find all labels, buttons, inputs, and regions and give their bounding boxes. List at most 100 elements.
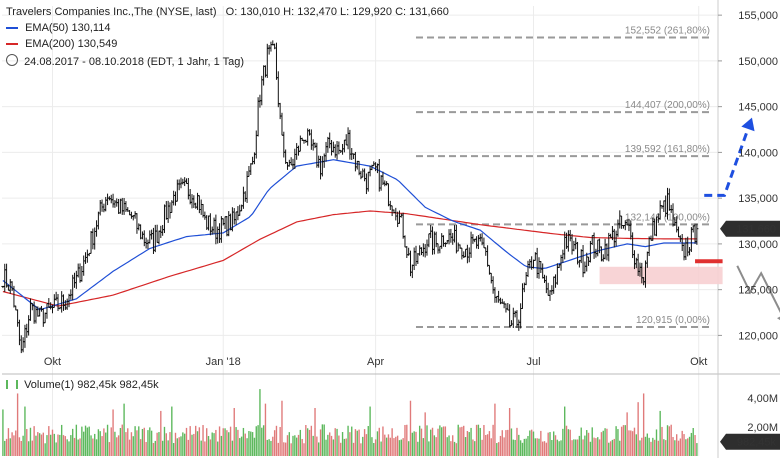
volume-bar [547, 432, 549, 456]
ohlc-bar [319, 155, 323, 180]
volume-bar [16, 393, 19, 456]
volume-bar [679, 438, 682, 456]
projections [695, 117, 780, 321]
volume-bar [690, 432, 693, 456]
ohlc-bar [227, 211, 231, 237]
volume-bar [332, 439, 335, 456]
ema200-line [2, 210, 697, 307]
volume-bar [217, 441, 219, 456]
volume-bar [301, 438, 303, 456]
price-legend: Travelers Companies Inc.,The (NYSE, last… [6, 6, 449, 18]
volume-bar [29, 427, 32, 456]
volume-bar [194, 425, 197, 456]
volume-bar [534, 438, 537, 456]
ohlc-bar [524, 272, 528, 286]
ohlc-bar [17, 319, 21, 346]
volume-bar [235, 427, 237, 456]
volume-bar [178, 437, 180, 456]
ohlc-bar [45, 303, 49, 319]
volume-bar [659, 410, 661, 456]
ohlc-bar [236, 206, 240, 221]
volume-bar [314, 408, 316, 456]
ohlc-bar [124, 201, 128, 212]
volume-bar [400, 439, 402, 456]
ohlc-bar [438, 245, 442, 254]
ohlc-bar [122, 197, 126, 215]
volume-bar [99, 431, 101, 456]
volume-bar [598, 439, 601, 456]
ohlc-bar [506, 302, 510, 311]
volume-bar [644, 436, 647, 456]
volume-bar [338, 435, 340, 456]
ohlc-bar [454, 224, 458, 254]
volume-bar [64, 436, 67, 456]
volume-bar [490, 438, 492, 456]
ema50-legend[interactable]: EMA(50) 130,114 [6, 22, 110, 34]
axes: 120,000 125,000 130,000 135,000 140,000 145,0… [44, 10, 780, 450]
volume-bar [672, 436, 674, 456]
volume-bar [68, 441, 70, 456]
volume-bar [303, 443, 305, 456]
ohlc-bar [682, 243, 686, 261]
volume-bar [97, 429, 100, 456]
ema200-legend[interactable]: EMA(200) 130,549 [6, 38, 117, 50]
volume-bar [622, 425, 625, 456]
ohlc-bar [515, 310, 519, 328]
volume-bar [147, 430, 149, 456]
volume-bar [351, 426, 353, 456]
volume-bar [409, 400, 412, 456]
volume-bar [106, 424, 109, 456]
volume-bar [27, 441, 30, 456]
volume-bar [696, 443, 698, 456]
volume-bar [321, 424, 324, 456]
volume-bar [613, 438, 615, 456]
ohlc-bar [289, 157, 293, 166]
volume-bar [650, 441, 652, 456]
volume-bar [508, 408, 511, 456]
volume-bar [538, 438, 540, 456]
volume-bar [165, 433, 168, 456]
volume-bar [53, 433, 56, 456]
volume-bar [152, 442, 155, 456]
volume-bar [676, 434, 678, 456]
volume-bar [369, 406, 371, 456]
volume-bar [59, 434, 61, 456]
volume-bar [637, 402, 639, 456]
volume-bar [172, 443, 175, 456]
ohlc-bar [109, 194, 113, 204]
ohlc-bar [563, 231, 567, 260]
ohlc-bar [96, 211, 100, 230]
volume-bar [516, 427, 518, 456]
volume-bar [182, 432, 184, 456]
volume-bar [187, 439, 190, 456]
volume-bar [569, 429, 571, 456]
x-tick-label: Jan '18 [206, 356, 241, 368]
x-tick-label: Jul [526, 356, 540, 368]
volume-bar [431, 427, 434, 456]
volume-legend[interactable]: Volume(1) 982,45k 982,45k [6, 379, 159, 391]
date-range-label: 24.08.2017 - 08.10.2018 (EDT, 1 Jahr, 1 … [24, 56, 245, 68]
volume-bar [606, 428, 608, 456]
ohlc-bar [164, 201, 168, 220]
ohlc-bar [447, 229, 451, 245]
fib-level-label: 144,407 (200,00%) [625, 100, 710, 111]
x-tick-label: Okt [690, 356, 707, 368]
ohlc-bar [335, 140, 339, 160]
ohlc-bar [471, 234, 475, 244]
volume-bar [586, 430, 588, 456]
ohlc-bar [491, 276, 495, 294]
volume-label: Volume(1) 982,45k 982,45k [24, 379, 159, 391]
volume-bar [70, 435, 72, 456]
volume-bar [411, 432, 414, 456]
volume-bar [505, 430, 507, 456]
volume-bar [294, 435, 296, 456]
volume-bar [9, 438, 11, 456]
volume-bar [463, 425, 465, 456]
ohlc-bar [432, 231, 436, 255]
ohlc-bar [342, 139, 346, 153]
ohlc-bar [199, 199, 203, 215]
volume-bar [677, 440, 680, 456]
ema50-line [2, 159, 697, 311]
volume-bar [371, 437, 373, 456]
volume-bar [424, 412, 426, 456]
